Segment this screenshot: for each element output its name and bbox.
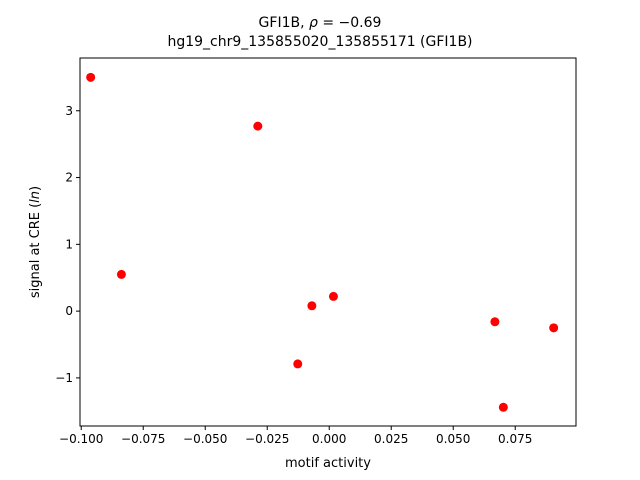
points-layer: [86, 72, 559, 412]
x-tick-label: 0.075: [498, 432, 532, 446]
x-tick-label: −0.050: [183, 432, 227, 446]
y-tick-label: 2: [65, 171, 73, 185]
y-tick-label: −1: [55, 371, 73, 385]
title-rho-value: = −0.69: [317, 15, 382, 31]
y-tick-label: 1: [65, 237, 73, 251]
y-ticks: −1 0 1 2 3: [55, 104, 80, 385]
data-point-3: [253, 121, 263, 131]
title-rho-symbol: ρ: [309, 15, 318, 31]
title-gene: GFI1B,: [258, 15, 309, 31]
data-point-6: [328, 291, 338, 301]
x-tick-label: −0.100: [59, 432, 103, 446]
x-tick-label: −0.025: [245, 432, 289, 446]
plot-frame: [79, 57, 577, 427]
data-point-9: [549, 323, 559, 333]
data-point-2: [116, 269, 126, 279]
x-axis-label: motif activity: [285, 456, 371, 471]
data-point-8: [498, 402, 508, 412]
data-point-7: [490, 317, 500, 327]
y-axis-label-prefix: signal at CRE (: [28, 203, 43, 298]
y-axis-label-italic: ln: [28, 191, 43, 203]
chart-title-line-2: hg19_chr9_135855020_135855171 (GFI1B): [167, 34, 473, 50]
x-tick-label: 0.000: [312, 432, 346, 446]
data-point-1: [86, 72, 96, 82]
x-tick-label: 0.050: [436, 432, 470, 446]
y-tick-label: 3: [65, 104, 73, 118]
x-ticks: −0.100 −0.075 −0.050 −0.025 0.000 0.025 0.050 0…: [59, 426, 532, 446]
data-point-4: [293, 359, 303, 369]
x-tick-label: 0.025: [374, 432, 408, 446]
data-point-5: [307, 301, 317, 311]
y-tick-label: 0: [65, 304, 73, 318]
x-tick-label: −0.075: [121, 432, 165, 446]
y-axis-label: signal at CRE (ln): [28, 186, 43, 298]
chart-title-line-1: GFI1B, ρ = −0.69: [0, 15, 640, 31]
y-axis-label-suffix: ): [28, 186, 43, 191]
